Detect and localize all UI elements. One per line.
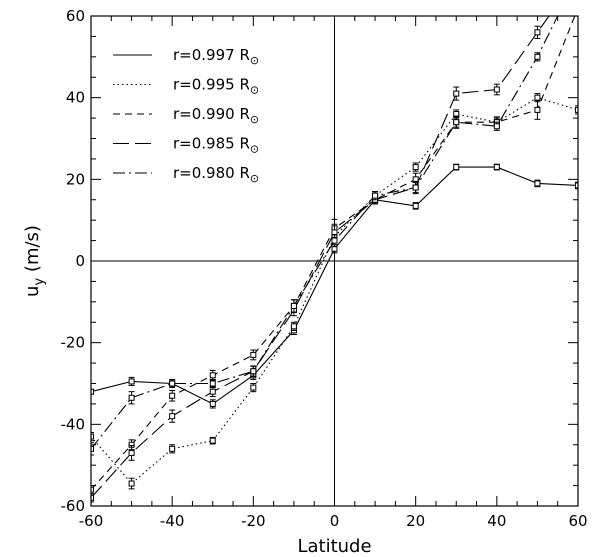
- data-point-marker: [576, 5, 581, 10]
- y-tick-label: 20: [66, 170, 85, 188]
- solar-radius-symbol: ⊙: [250, 143, 259, 156]
- x-tick-label: 0: [330, 512, 340, 530]
- plot-frame: [90, 15, 579, 507]
- marker-layer: [91, 5, 581, 503]
- data-point-marker: [91, 486, 94, 493]
- data-point-marker: [493, 86, 500, 93]
- x-tick-label: 20: [406, 512, 425, 530]
- solar-radius-symbol: ⊙: [250, 54, 259, 67]
- data-point-marker: [169, 380, 176, 387]
- data-point-marker: [534, 53, 541, 60]
- data-point-marker: [534, 106, 541, 113]
- data-point-marker: [169, 445, 176, 452]
- y-tick-label: -20: [61, 334, 86, 352]
- solar-radius-symbol: ⊙: [250, 172, 259, 185]
- data-point-marker: [372, 192, 379, 199]
- data-point-marker: [128, 394, 135, 401]
- data-point-marker: [169, 392, 176, 399]
- legend-label-3: r=0.990 R⊙: [173, 105, 259, 126]
- y-axis-title: uy (m/s): [22, 225, 47, 297]
- tick-labels: -60 -40 -20 0 20 40 60 -60 -40 -20 0 20 40 60: [61, 7, 588, 530]
- data-point-marker: [453, 90, 460, 97]
- data-point-marker: [412, 164, 419, 171]
- zero-reference-lines: [91, 16, 578, 506]
- data-point-marker: [534, 94, 541, 101]
- legend-label-1: r=0.997 R⊙: [173, 46, 259, 67]
- x-tick-label: -20: [241, 512, 266, 530]
- data-point-marker: [453, 164, 460, 171]
- data-point-marker: [128, 449, 135, 456]
- y-tick-label: 40: [66, 89, 85, 107]
- legend-label-4: r=0.985 R⊙: [173, 135, 259, 156]
- data-point-marker: [169, 413, 176, 420]
- data-point-marker: [534, 29, 541, 36]
- x-tick-label: 40: [487, 512, 506, 530]
- y-tick-label: -40: [61, 415, 86, 433]
- data-point-marker: [91, 494, 94, 501]
- x-tick-label: -40: [160, 512, 185, 530]
- x-tick-label: 60: [568, 512, 587, 530]
- data-point-marker: [412, 202, 419, 209]
- y-axis-title-sub: y: [32, 278, 47, 286]
- data-point-marker: [128, 480, 135, 487]
- y-axis-title-unit: (m/s): [22, 225, 43, 272]
- data-point-marker: [290, 302, 297, 309]
- data-point-marker: [91, 388, 94, 395]
- y-tick-label: 0: [75, 252, 85, 270]
- data-point-marker: [209, 437, 216, 444]
- legend-label-5: r=0.980 R⊙: [173, 164, 259, 185]
- y-axis-title-main: u: [22, 286, 43, 297]
- data-point-marker: [209, 388, 216, 395]
- data-point-marker: [209, 380, 216, 387]
- data-point-marker: [575, 106, 578, 113]
- y-tick-label: -60: [61, 497, 86, 515]
- svg-text:uy (m/s): uy (m/s): [22, 225, 47, 297]
- legend-label-2: r=0.995 R⊙: [173, 76, 259, 97]
- data-point-marker: [250, 384, 257, 391]
- data-point-marker: [209, 372, 216, 379]
- data-point-marker: [412, 184, 419, 191]
- data-point-marker: [91, 433, 94, 440]
- x-axis-title: Latitude: [297, 536, 371, 557]
- data-point-marker: [493, 164, 500, 171]
- data-point-marker: [575, 182, 578, 189]
- data-point-marker: [209, 400, 216, 407]
- x-tick-label: -60: [79, 512, 104, 530]
- data-point-marker: [91, 445, 94, 452]
- legend: r=0.997 R⊙ r=0.995 R⊙ r=0.990 R⊙ r=0.985 R⊙…: [113, 46, 259, 185]
- data-point-marker: [250, 351, 257, 358]
- data-point-marker: [290, 323, 297, 330]
- data-point-marker: [534, 180, 541, 187]
- data-point-marker: [331, 237, 338, 244]
- data-point-marker: [250, 368, 257, 375]
- solar-radius-symbol: ⊙: [250, 113, 259, 126]
- data-point-marker: [128, 378, 135, 385]
- y-tick-label: 60: [66, 7, 85, 25]
- data-point-marker: [453, 119, 460, 126]
- data-point-marker: [493, 123, 500, 130]
- solar-radius-symbol: ⊙: [250, 84, 259, 97]
